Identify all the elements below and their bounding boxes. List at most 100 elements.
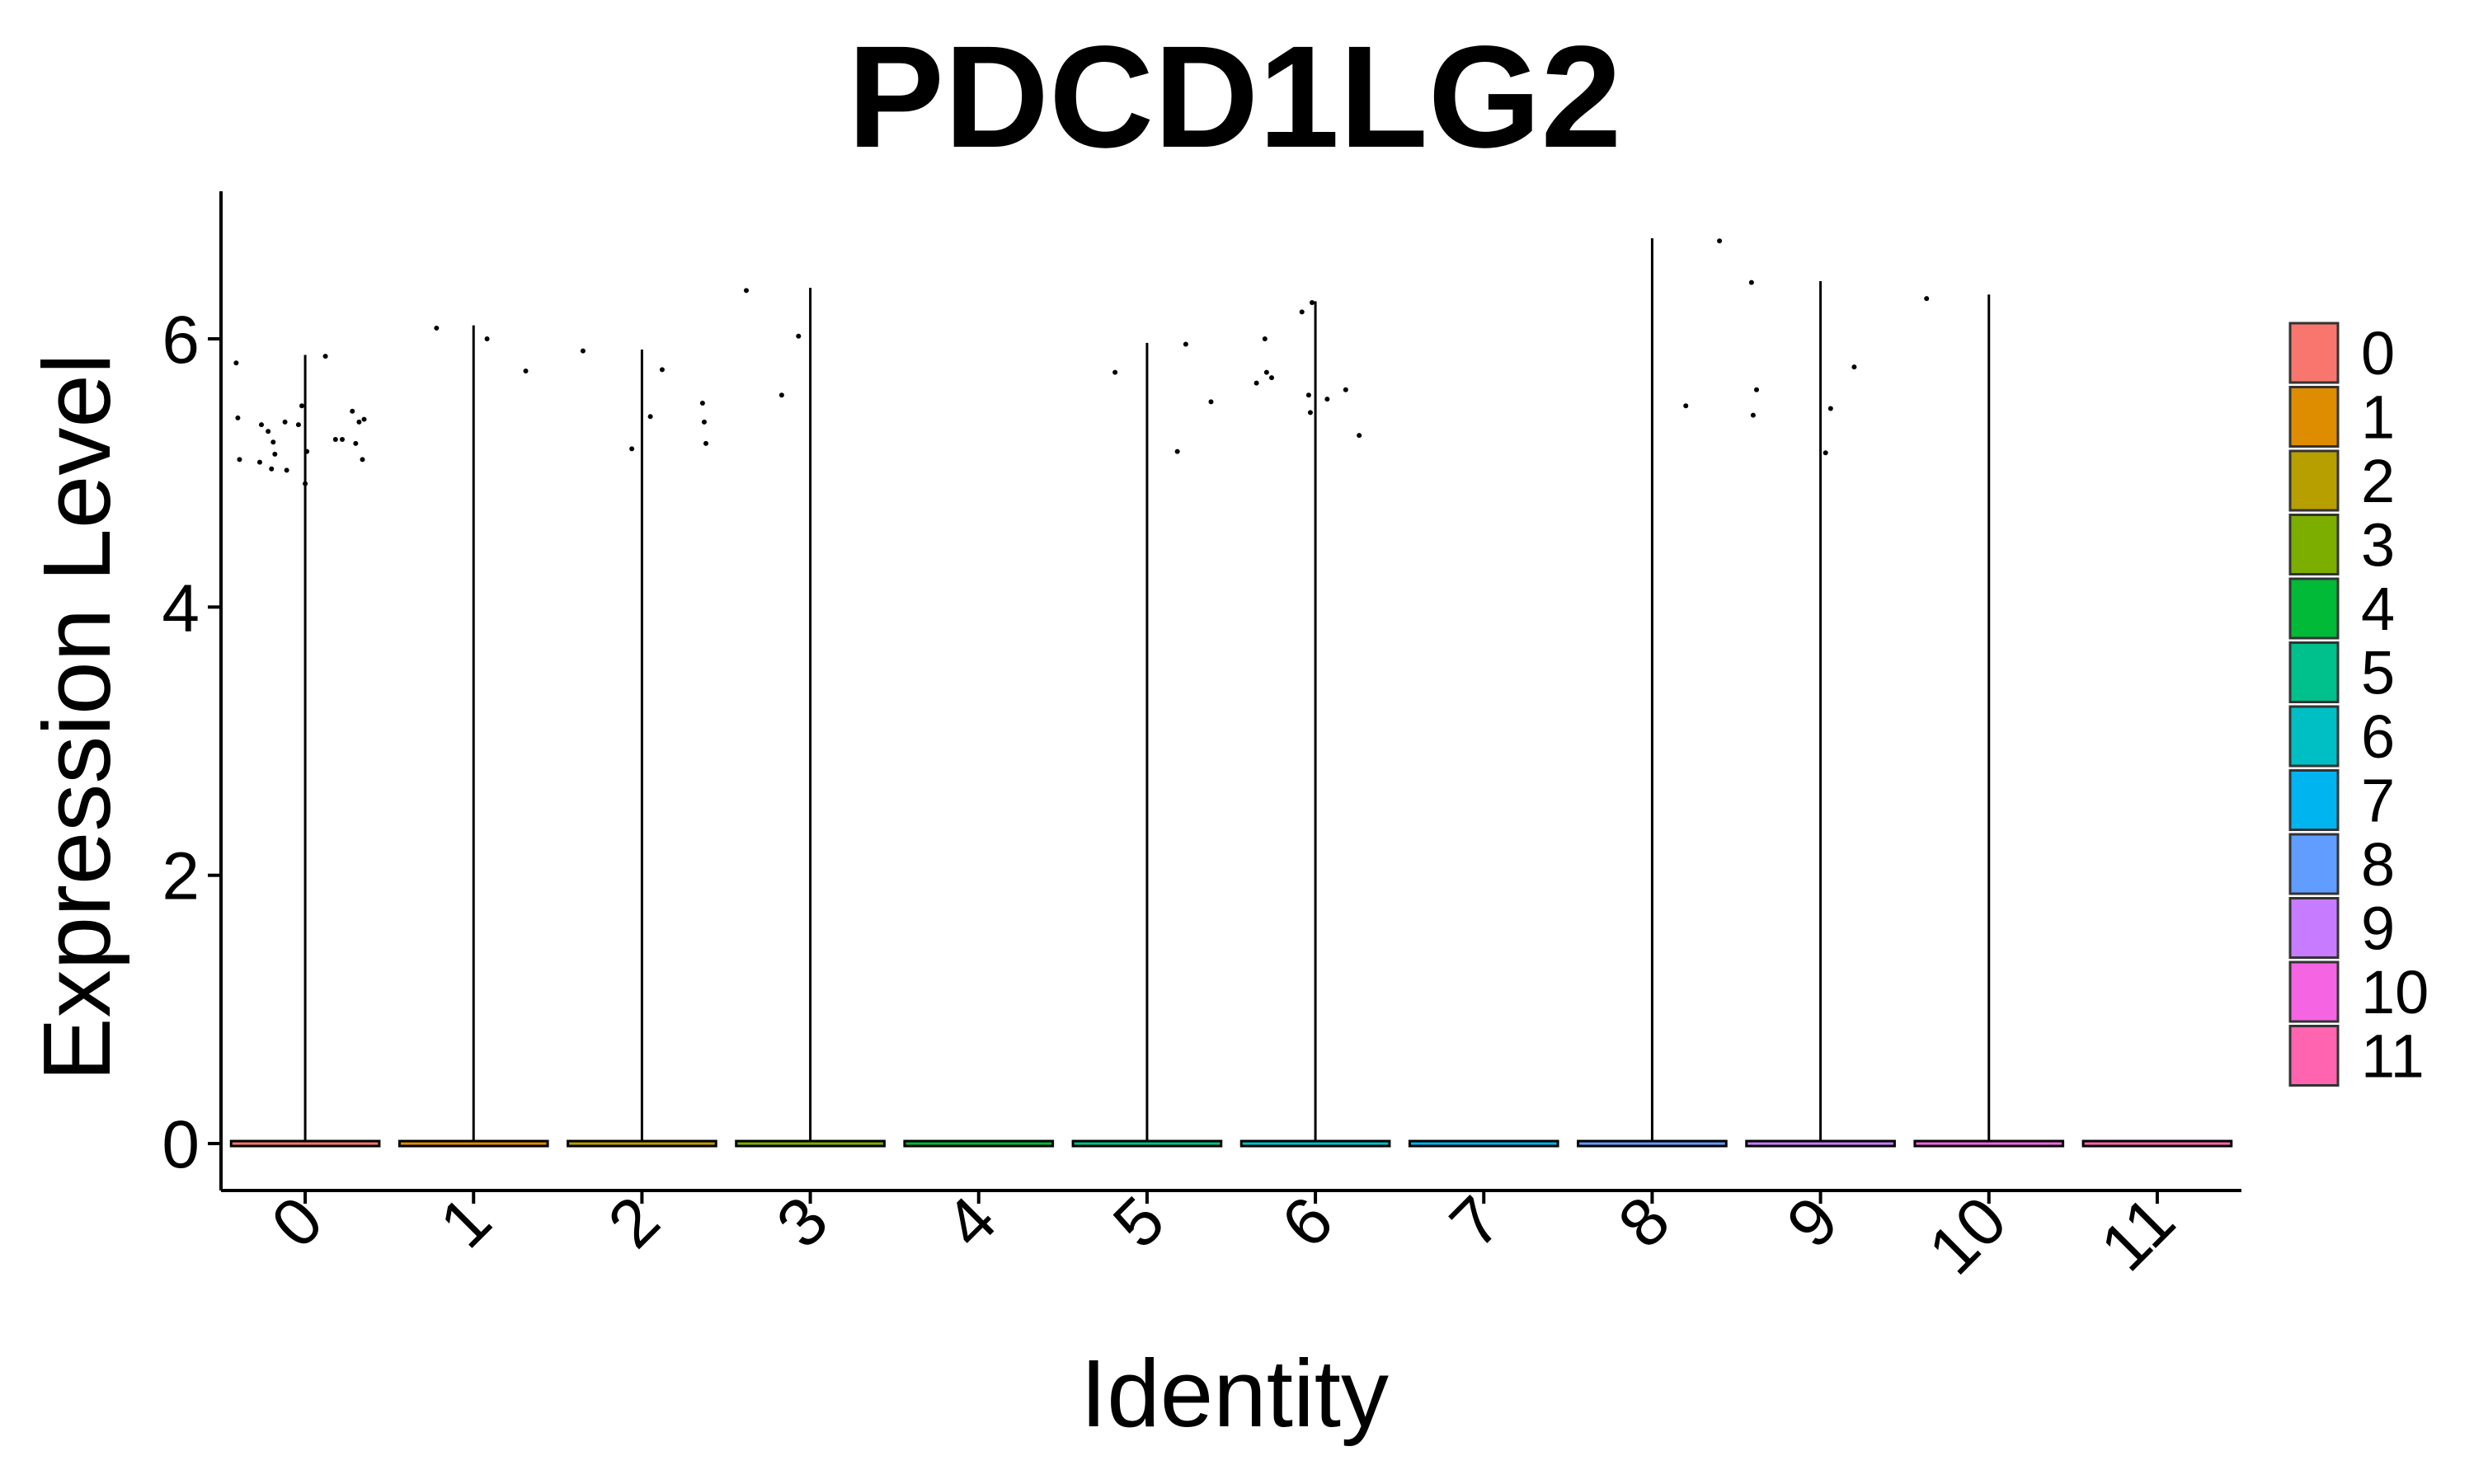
- violin-2-point: [629, 446, 635, 452]
- legend-key-0: [2288, 322, 2340, 384]
- violin-0-point: [259, 422, 264, 428]
- legend-label-9: 9: [2361, 895, 2395, 963]
- violin-10-point: [1924, 296, 1930, 302]
- violin-0-point: [266, 429, 271, 434]
- violin-2: [567, 1139, 717, 1148]
- violin-2-point: [703, 440, 708, 446]
- legend-key-7: [2288, 769, 2340, 831]
- x-tick-label: 4: [931, 1182, 1011, 1262]
- violin-2-point: [659, 367, 665, 373]
- chart-title: PDCD1LG2: [848, 16, 1622, 178]
- violin-0-point: [353, 440, 359, 446]
- legend-label-11: 11: [2361, 1022, 2425, 1091]
- x-tick-label: 6: [1268, 1182, 1348, 1262]
- violin-2-point: [699, 401, 705, 406]
- x-tick-label: 10: [1915, 1182, 2021, 1289]
- x-tick-label: 8: [1605, 1182, 1685, 1262]
- legend-label-5: 5: [2361, 639, 2395, 707]
- legend-key-11: [2288, 1025, 2340, 1087]
- violin-0-point: [237, 457, 242, 463]
- legend-key-1: [2288, 386, 2340, 448]
- violin-4: [903, 1139, 1055, 1148]
- violin-9-point: [1748, 279, 1754, 285]
- violin-0-point: [295, 422, 301, 428]
- violin-11: [2081, 1139, 2233, 1148]
- violin-0-point: [303, 481, 308, 486]
- violin-9-point: [1823, 450, 1828, 456]
- legend-label-7: 7: [2361, 767, 2395, 835]
- x-tick-label: 0: [257, 1182, 337, 1262]
- x-tick-label: 1: [426, 1182, 506, 1262]
- legend-label-8: 8: [2361, 830, 2395, 899]
- violin-6-point: [1305, 392, 1311, 398]
- violin-0-point: [299, 403, 304, 409]
- violin-5-point: [1208, 399, 1214, 405]
- legend-label-3: 3: [2361, 511, 2395, 580]
- violin-5-point: [1112, 369, 1118, 375]
- x-tick-label: 7: [1436, 1182, 1516, 1262]
- violin-5-point: [1174, 448, 1180, 454]
- violin-6-point: [1343, 387, 1348, 392]
- violin-8: [1577, 1139, 1728, 1148]
- y-tick-label: 6: [162, 303, 200, 378]
- violin-6-point: [1299, 309, 1305, 315]
- violin-6-point: [1253, 380, 1259, 386]
- legend-key-9: [2288, 897, 2340, 959]
- violin-3-point: [796, 333, 802, 339]
- violin-3-point: [778, 392, 784, 398]
- legend-key-8: [2288, 833, 2340, 895]
- legend-label-10: 10: [2361, 958, 2429, 1026]
- x-tick-label: 2: [595, 1182, 675, 1262]
- violin-0-point: [350, 408, 355, 414]
- violin-0-point: [235, 415, 241, 420]
- violin-6-point: [1307, 410, 1313, 416]
- violin-8-point: [1717, 238, 1723, 244]
- x-tick-label: 5: [1099, 1182, 1179, 1262]
- y-axis-ticks: 0 2 4 6: [162, 303, 221, 1182]
- violin-2-point: [647, 414, 653, 420]
- violin-0-point: [269, 466, 275, 472]
- x-axis-title: Identity: [1080, 1340, 1389, 1447]
- violin-9-point: [1754, 387, 1759, 392]
- violin-6-point: [1262, 336, 1268, 341]
- y-tick-label: 0: [162, 1107, 200, 1182]
- legend-key-5: [2288, 641, 2340, 703]
- legend-label-4: 4: [2361, 575, 2395, 643]
- x-tick-label: 3: [763, 1182, 843, 1262]
- legend-key-3: [2288, 514, 2340, 575]
- violin-0-point: [304, 448, 310, 454]
- legend-key-10: [2288, 960, 2340, 1023]
- violin-9-point: [1827, 406, 1833, 411]
- violin-0: [229, 1139, 381, 1148]
- violin-9-point: [1750, 412, 1756, 418]
- violin-1-point: [434, 325, 440, 331]
- violin-0-point: [233, 360, 239, 366]
- violin-1-point: [484, 336, 490, 341]
- violin-6-point: [1324, 397, 1330, 402]
- legend-key-4: [2288, 577, 2340, 640]
- plot-panel: [229, 237, 2233, 1148]
- violin-1: [397, 1139, 549, 1148]
- legend-key-2: [2288, 449, 2340, 512]
- legend-label-6: 6: [2361, 702, 2395, 771]
- violin-0-point: [340, 436, 345, 442]
- violin-0-point: [360, 457, 365, 463]
- violin-2-point: [580, 348, 586, 354]
- violin-6-point: [1263, 369, 1269, 375]
- violin-0-point: [356, 419, 362, 425]
- x-axis-ticks: 0 1 2 3 4 5 6 7 8 9 10 11: [257, 1182, 2189, 1289]
- violin-0-point: [282, 419, 288, 425]
- violin-3-point: [744, 288, 749, 294]
- violin-3: [735, 1139, 886, 1148]
- violin-6-point: [1310, 300, 1315, 306]
- violin-0-point: [272, 451, 278, 457]
- legend-label-2: 2: [2361, 447, 2395, 515]
- legend-label-1: 1: [2361, 383, 2395, 452]
- violin-9: [1745, 1139, 1896, 1148]
- violin-6: [1239, 1139, 1391, 1148]
- violin-6-point: [1357, 433, 1362, 439]
- violin-7: [1408, 1139, 1559, 1148]
- violin-5: [1071, 1139, 1223, 1148]
